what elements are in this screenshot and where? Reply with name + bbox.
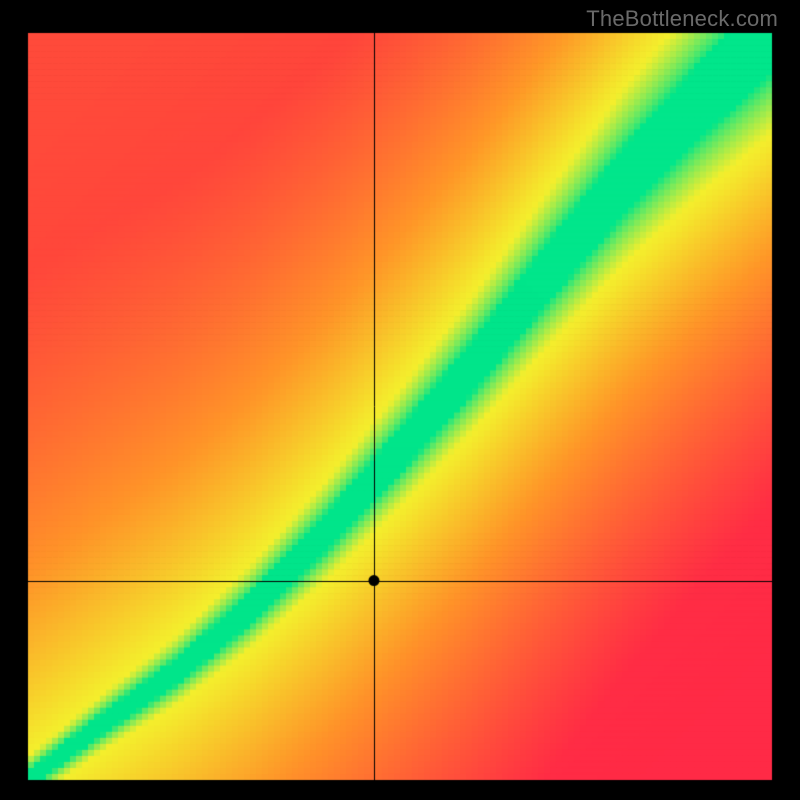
chart-stage: TheBottleneck.com [0, 0, 800, 800]
watermark-text: TheBottleneck.com [586, 6, 778, 32]
heatmap-canvas [0, 0, 800, 800]
